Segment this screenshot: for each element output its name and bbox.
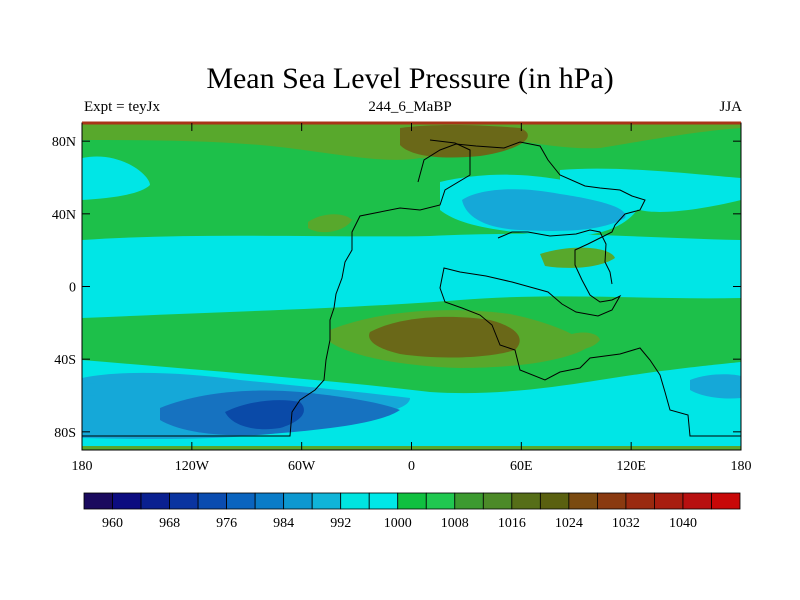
cyan-band-north [82, 156, 741, 212]
colorbar-swatch [397, 492, 427, 510]
colorbar-label: 968 [159, 516, 180, 531]
colorbar-label: 1000 [384, 516, 412, 531]
colorbar-swatch [83, 492, 113, 510]
y-tick-label: 80N [52, 135, 76, 150]
colorbar-swatch [654, 492, 684, 510]
colorbar-label: 1008 [441, 516, 469, 531]
colorbar-swatch [254, 492, 285, 510]
continent-outline-north [417, 141, 741, 437]
colorbar-label: 992 [330, 516, 351, 531]
colorbar-swatch [340, 492, 370, 510]
period-label: 244_6_MaBP [368, 99, 452, 115]
blue-deep-south [225, 400, 304, 430]
colorbar-swatch [425, 492, 456, 510]
x-tick-label: 120E [616, 459, 646, 474]
colorbar-swatch [454, 492, 484, 510]
colorbar-label: 984 [273, 516, 294, 531]
colorbar-swatch [711, 492, 741, 510]
axes-group: 180 120W 60W 0 60E 120E 180 80N 40N 0 40S 80S [52, 123, 752, 474]
x-tick-label: 60W [288, 459, 316, 474]
colorbar-swatch [596, 492, 627, 510]
x-tick-label: 180 [731, 459, 752, 474]
colorbar-swatch [169, 492, 199, 510]
colorbar-swatch [539, 492, 570, 510]
colorbar-label: 1024 [555, 516, 583, 531]
map-area [82, 123, 741, 450]
x-tick-label: 0 [408, 459, 415, 474]
experiment-label: Expt = teyJx [84, 99, 160, 115]
colorbar-swatch [226, 492, 256, 510]
colorbar-label: 1016 [498, 516, 526, 531]
colorbar-swatch [112, 492, 142, 510]
x-tick-label: 60E [510, 459, 533, 474]
high-north-west [308, 214, 352, 233]
high-east-patch [540, 247, 615, 268]
blue-low-north [462, 189, 626, 231]
colorbar-swatch [482, 492, 513, 510]
colorbar-swatch [568, 492, 598, 510]
y-tick-label: 80S [54, 426, 76, 441]
colorbar-swatch [311, 492, 342, 510]
colorbar-swatch [140, 492, 170, 510]
high-south-core [369, 316, 520, 358]
colorbar-swatch [197, 492, 228, 510]
colorbar-swatch [283, 492, 313, 510]
high-north-olive [400, 125, 528, 158]
colorbar-label: 1032 [612, 516, 640, 531]
colorbar-swatch [682, 492, 712, 510]
colorbar-label: 976 [216, 516, 237, 531]
colorbar-swatch [625, 492, 655, 510]
colorbar-label: 960 [102, 516, 123, 531]
chart-title: Mean Sea Level Pressure (in hPa) [206, 62, 614, 95]
x-tick-label: 120W [175, 459, 210, 474]
y-tick-label: 40S [54, 353, 76, 368]
colorbar-swatch [511, 492, 541, 510]
colorbar-swatch [368, 492, 399, 510]
colorbar-label: 1040 [669, 516, 697, 531]
colorbar: 960 968 976 984 992 1000 1008 1016 1024 1032 1040 [83, 492, 741, 531]
continent-outline-west [82, 139, 471, 437]
y-tick-label: 40N [52, 208, 76, 223]
continent-outline-east [497, 229, 613, 285]
y-tick-label: 0 [69, 281, 76, 296]
x-tick-label: 180 [72, 459, 93, 474]
high-south-east [566, 332, 600, 350]
season-label: JJA [719, 99, 742, 115]
